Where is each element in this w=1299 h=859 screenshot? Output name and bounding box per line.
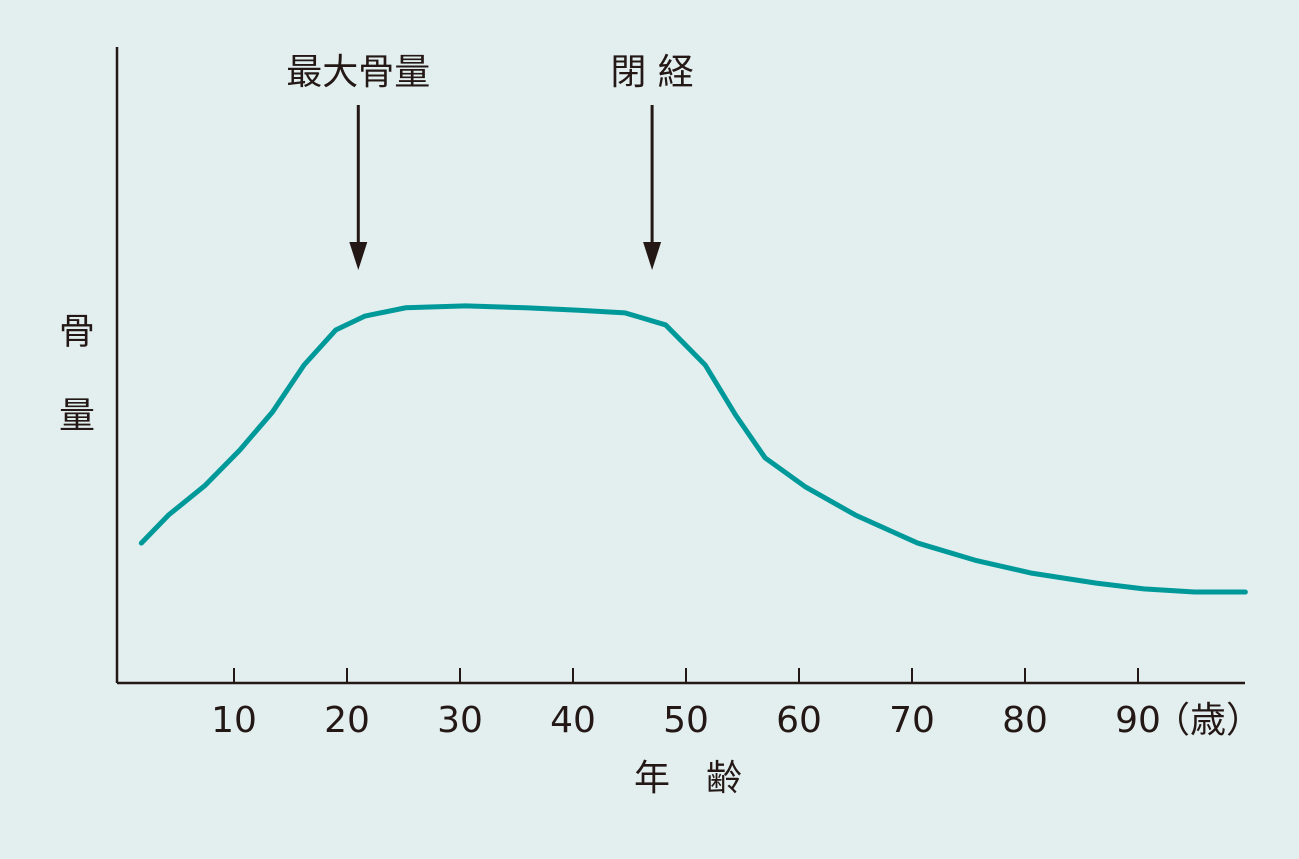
x-axis-label: 年 齢 [634,758,742,799]
annotation-arrow-head [643,242,662,270]
x-tick-label: 50 [663,700,709,741]
x-tick-label: 20 [324,700,370,741]
x-tick-label: 70 [889,700,935,741]
x-tick-label: 90 [1115,700,1161,741]
data-line [138,303,1248,595]
x-tick-label: 30 [437,700,483,741]
x-unit: （歳） [1154,700,1262,741]
x-tick-label: 80 [1002,700,1048,741]
annotation-label: 最大骨量 [286,52,430,93]
y-axis-label: 骨量 [53,312,94,480]
x-tick-label: 10 [211,700,257,741]
x-tick-label: 60 [776,700,822,741]
annotation-arrow-head [349,242,368,270]
annotation-label: 閉 経 [610,52,693,93]
x-tick-label: 40 [550,700,596,741]
